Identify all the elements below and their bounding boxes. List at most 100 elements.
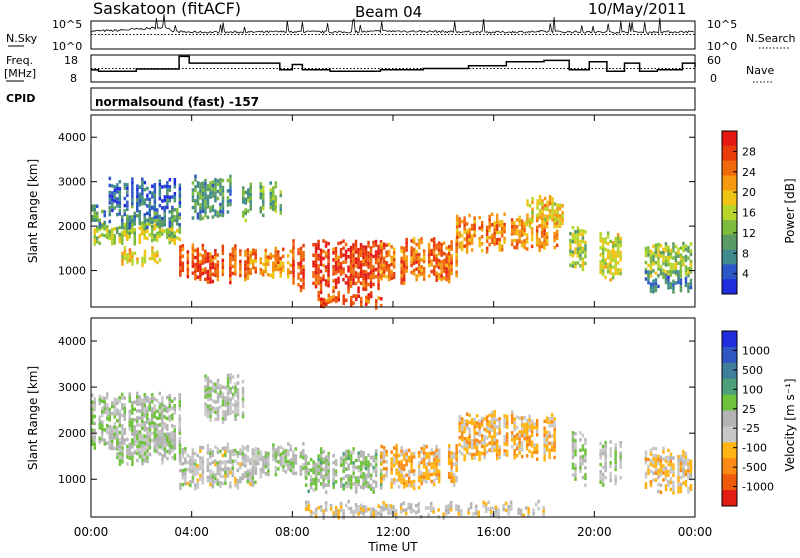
heatmap-cell — [400, 256, 403, 261]
heatmap-cell — [400, 452, 403, 457]
heatmap-cell — [101, 410, 104, 414]
heatmap-cell — [108, 446, 111, 450]
heatmap-cell — [382, 256, 386, 261]
heatmap-cell — [609, 478, 612, 483]
heatmap-cell — [279, 190, 282, 194]
heatmap-cell — [269, 252, 272, 257]
heatmap-cell — [191, 472, 195, 477]
heatmap-cell — [484, 506, 488, 510]
heatmap-cell — [543, 433, 546, 437]
heatmap-cell — [354, 246, 358, 251]
heatmap-cell — [123, 233, 126, 237]
heatmap-cell — [309, 509, 313, 514]
heatmap-cell — [647, 457, 650, 462]
heatmap-cell — [604, 465, 607, 469]
heatmap-cell — [98, 218, 101, 222]
heatmap-cell — [251, 472, 255, 477]
heatmap-cell — [312, 470, 315, 475]
heatmap-cell — [344, 281, 348, 285]
heatmap-cell — [289, 270, 292, 275]
heatmap-cell — [455, 458, 458, 462]
heatmap-cell — [123, 209, 126, 213]
heatmap-cell — [206, 458, 210, 462]
heatmap-cell — [158, 214, 161, 219]
heatmap-cell — [385, 264, 388, 268]
heatmap-cell — [374, 260, 378, 265]
heatmap-cell — [485, 225, 489, 230]
heatmap-cell — [463, 426, 466, 430]
heatmap-cell — [649, 282, 653, 286]
heatmap-cell — [226, 380, 230, 385]
heatmap-cell — [254, 447, 258, 451]
heatmap-cell — [143, 220, 146, 224]
heatmap-cell — [332, 279, 335, 283]
heatmap-cell — [349, 249, 353, 253]
heatmap-cell — [417, 252, 421, 257]
heatmap-cell — [96, 229, 99, 233]
heatmap-cell — [370, 291, 373, 295]
heatmap-cell — [427, 256, 431, 261]
heatmap-cell — [644, 253, 648, 258]
heatmap-cell — [131, 177, 134, 181]
heatmap-cell — [498, 445, 501, 449]
colorbar-swatch — [722, 175, 737, 191]
heatmap-cell — [390, 262, 393, 267]
heatmap-cell — [364, 459, 368, 464]
heatmap-cell — [239, 263, 242, 267]
heatmap-cell — [437, 262, 441, 266]
heatmap-cell — [571, 448, 575, 453]
heatmap-cell — [111, 439, 114, 444]
heatmap-cell — [282, 247, 285, 252]
heatmap-cell — [470, 227, 474, 231]
heatmap-cell — [209, 255, 212, 260]
heatmap-cell — [259, 475, 263, 479]
heatmap-cell — [455, 270, 458, 274]
heatmap-cell — [279, 256, 282, 261]
heatmap-cell — [146, 409, 149, 414]
heatmap-cell — [121, 237, 124, 242]
heatmap-cell — [219, 484, 222, 489]
heatmap-cell — [146, 406, 149, 410]
heatmap-cell — [101, 226, 104, 230]
heatmap-cell — [347, 474, 350, 478]
heatmap-cell — [619, 458, 622, 462]
heatmap-cell — [649, 289, 653, 293]
heatmap-cell — [98, 415, 101, 420]
heatmap-cell — [93, 238, 96, 243]
heatmap-cell — [209, 472, 212, 476]
heatmap-cell — [324, 508, 328, 512]
heatmap-cell — [382, 477, 386, 481]
heatmap-cell — [332, 265, 335, 269]
heatmap-cell — [367, 485, 370, 489]
heatmap-cell — [98, 227, 101, 232]
heatmap-cell — [604, 454, 607, 459]
heatmap-cell — [319, 280, 323, 284]
heatmap-cell — [178, 194, 182, 198]
heatmap-cell — [196, 261, 200, 265]
heatmap-cell — [395, 450, 398, 455]
heatmap-cell — [429, 505, 433, 509]
heatmap-cell — [126, 448, 129, 452]
heatmap-cell — [249, 257, 252, 261]
heatmap-cell — [206, 447, 210, 452]
heatmap-cell — [151, 217, 154, 221]
heatmap-cell — [259, 206, 262, 210]
colorbar-swatch — [722, 410, 737, 427]
heatmap-cell — [649, 469, 653, 474]
heatmap-cell — [206, 394, 210, 398]
heatmap-cell — [537, 499, 540, 504]
heatmap-cell — [214, 263, 217, 267]
heatmap-cell — [674, 270, 678, 275]
heatmap-cell — [424, 506, 428, 510]
heatmap-cell — [543, 426, 546, 430]
heatmap-cell — [178, 431, 181, 436]
heatmap-cell — [251, 483, 255, 487]
heatmap-cell — [199, 459, 202, 464]
heatmap-cell — [362, 269, 365, 274]
heatmap-cell — [236, 468, 240, 472]
heatmap-cell — [327, 469, 330, 473]
nsky-panel-frame — [90, 20, 696, 50]
heatmap-cell — [131, 218, 134, 223]
heatmap-cell — [473, 421, 476, 425]
heatmap-cell — [156, 231, 159, 236]
